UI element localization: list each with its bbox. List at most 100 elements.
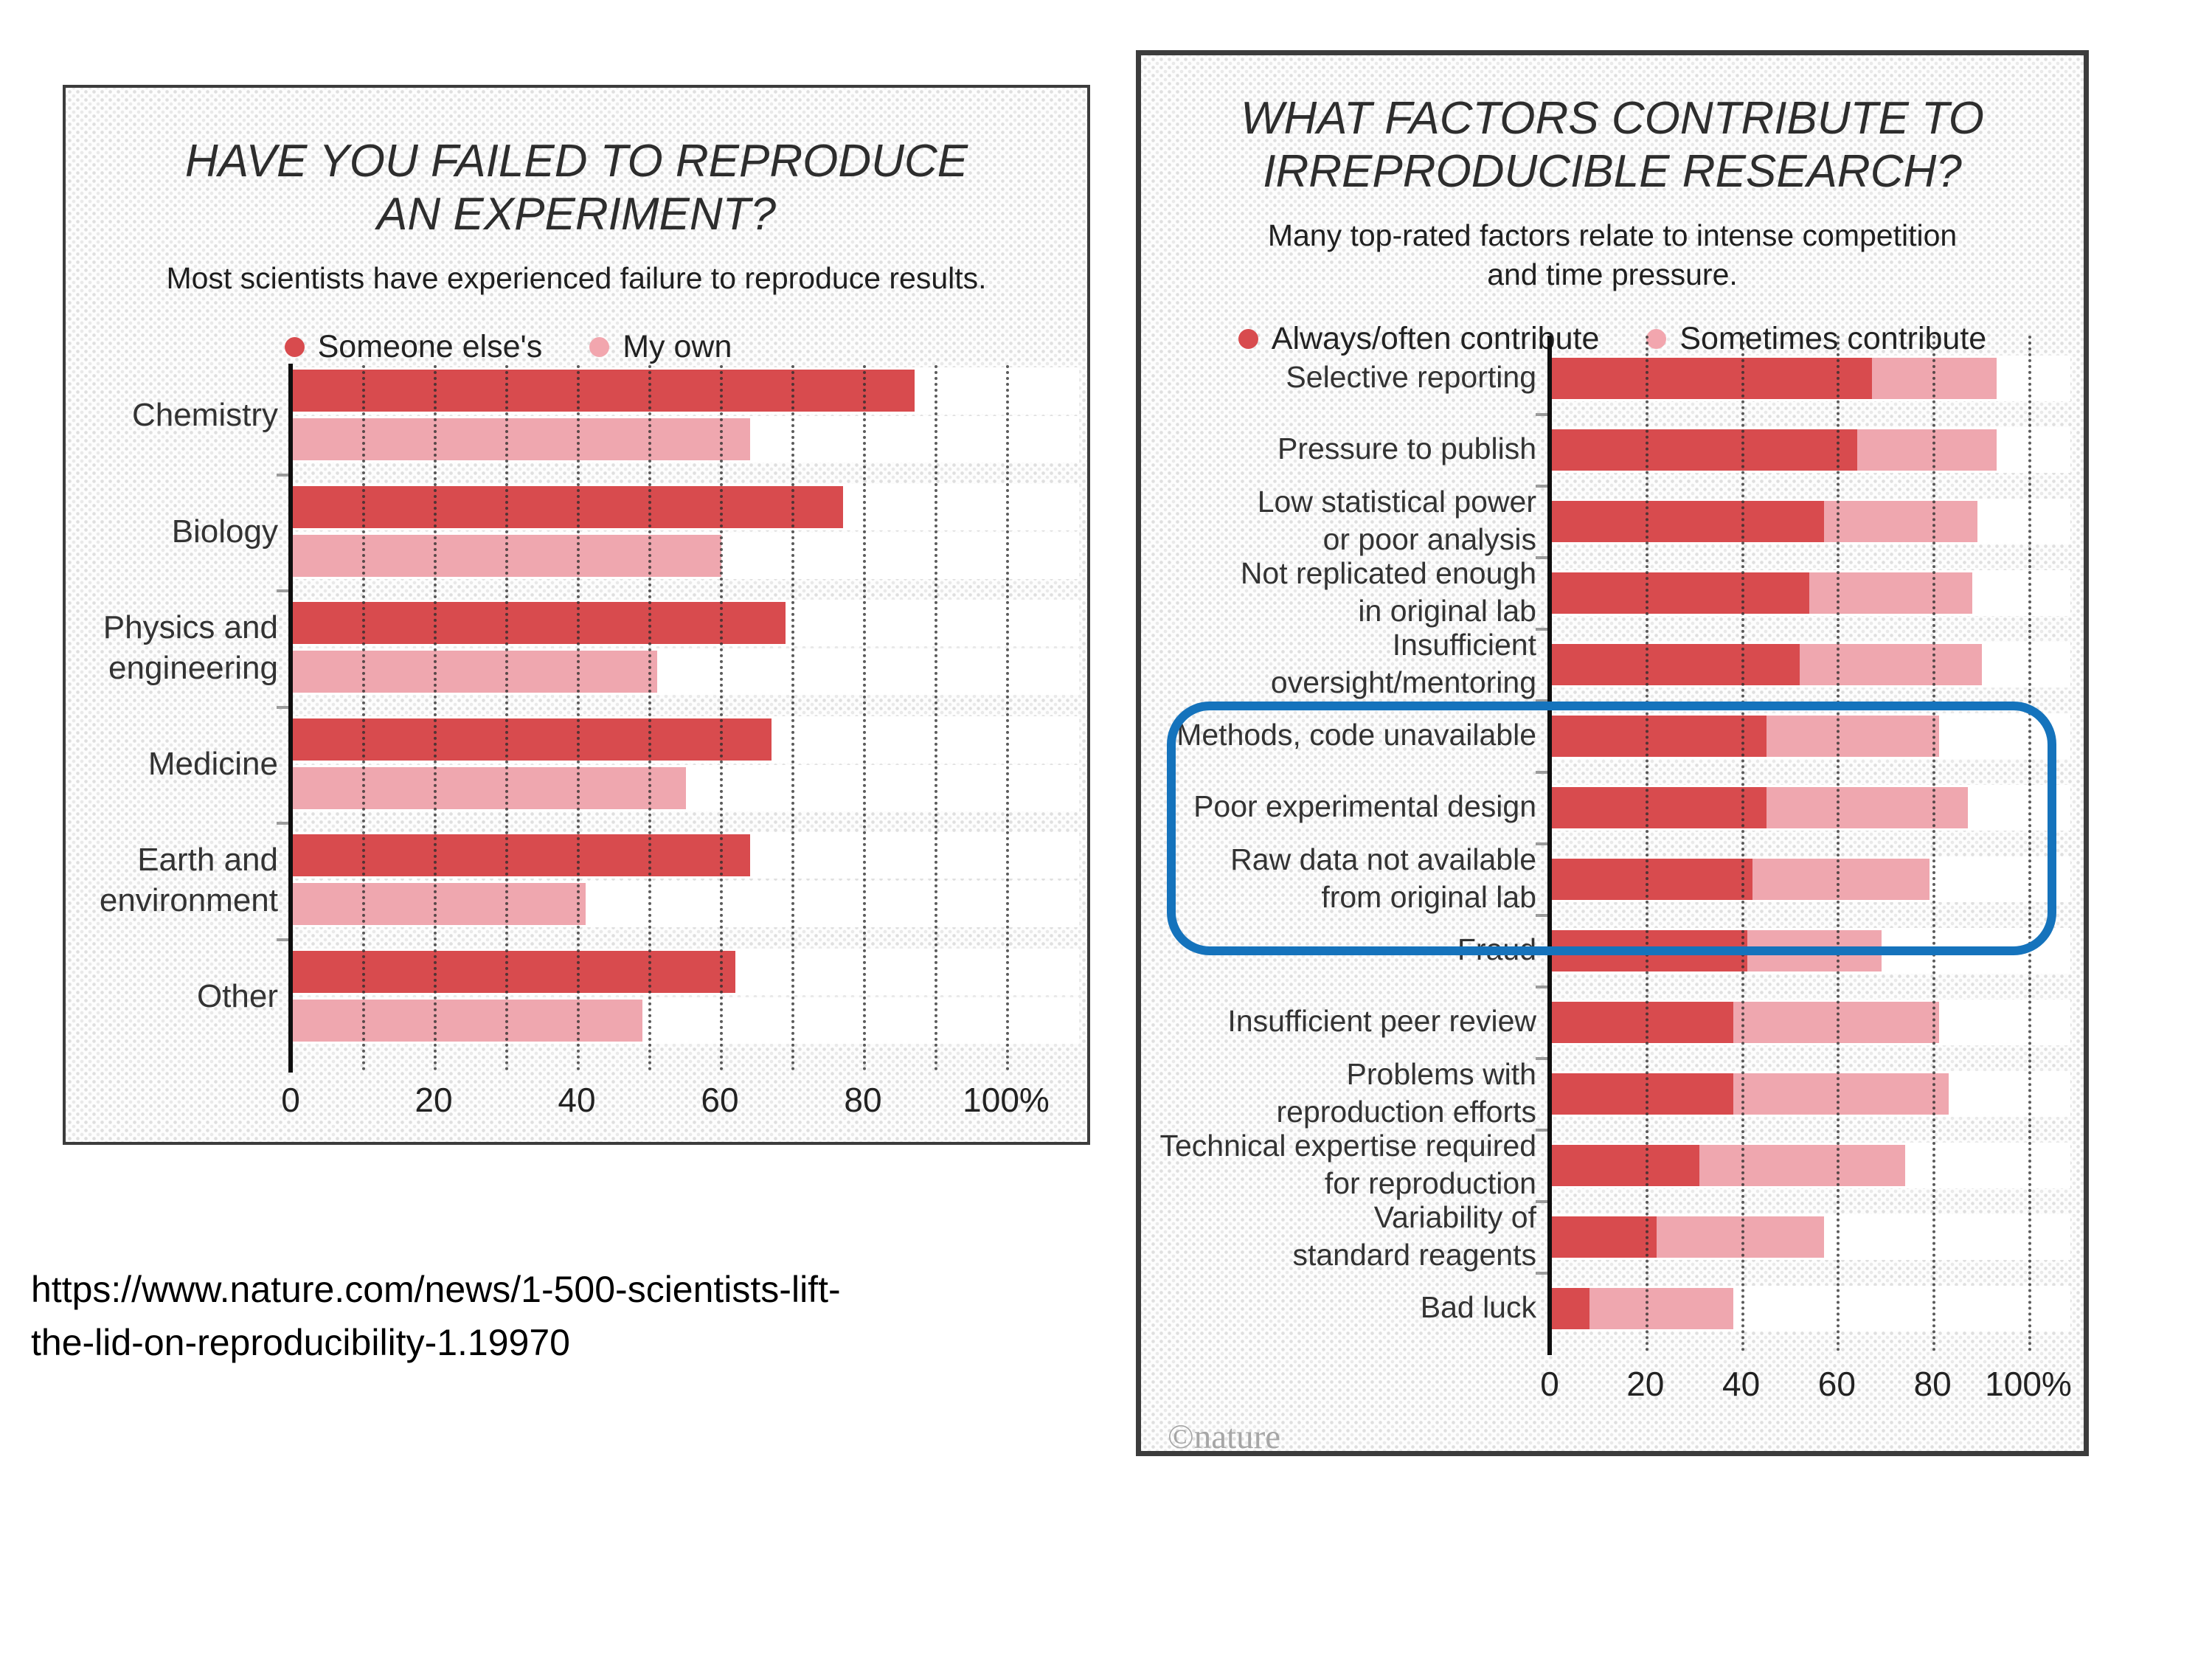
legend-label-my-own: My own [623,329,732,365]
right-chart-title: WHAT FACTORS CONTRIBUTE TO IRREPRODUCIBLE… [1141,92,2084,198]
right-chart-plot-area: Selective reporting Pressure to publish Lo… [1141,336,2084,1464]
gridline [648,365,651,1071]
x-tick-label: 100% [963,1081,1050,1119]
left-title-line1: HAVE YOU FAILED TO REPRODUCE [184,136,968,187]
left-chart-legend: Someone else's My own [66,329,1087,365]
axis-tick [1536,1272,1550,1275]
bar-my-own [292,883,586,925]
bar-always-often [1551,1216,1657,1258]
legend-label-always-often: Always/often contribute [1271,321,1600,357]
bar-sometimes [1767,787,1968,828]
source-url-line2: the-lid-on-reproducibility-1.19970 [31,1322,570,1363]
bar-always-often [1551,644,1800,685]
gridline [863,365,866,1071]
someone-elses-legend-dot-icon [284,337,305,358]
my-own-legend-dot-icon [589,337,610,358]
axis-tick [1536,628,1550,631]
axis-tick [1536,842,1550,845]
axis-tick [1536,1057,1550,1060]
gridline [1645,336,1648,1352]
sometimes-legend-dot-icon [1646,329,1667,350]
left-chart-subtitle: Most scientists have experienced failure… [66,259,1087,298]
x-tick-label: 20 [415,1081,453,1119]
category-label: Physics and engineering [103,609,278,686]
bar-my-own [292,999,643,1042]
bar-sometimes [1656,1216,1824,1258]
bar-sometimes [1767,716,1939,757]
right-chart-subtitle: Many top-rated factors relate to intense… [1141,216,2084,295]
category-label: Other [196,977,278,1014]
bar-always-often [1551,1002,1733,1043]
x-tick-label: 20 [1626,1365,1665,1403]
axis-tick [1536,556,1550,559]
right-title-line1: WHAT FACTORS CONTRIBUTE TO [1240,93,1985,144]
irreproducible-factors-chart-panel: WHAT FACTORS CONTRIBUTE TO IRREPRODUCIBLE… [1136,50,2089,1456]
bar-my-own [292,651,657,693]
bar-sometimes [1823,501,1977,542]
bar-always-often [1551,429,1858,471]
axis-tick [277,938,291,941]
category-label: Raw data not available from original lab [1230,842,1536,914]
gridline [1741,336,1744,1352]
bar-sometimes [1800,644,1983,685]
axis-tick [277,705,291,709]
x-tick-label: 100% [1985,1365,2072,1403]
axis-tick [1536,1129,1550,1132]
axis-tick [1536,771,1550,774]
category-label: Problems with reproduction efforts [1276,1057,1536,1129]
gridline [434,365,437,1071]
bar-someone-elses [292,718,772,761]
bar-sometimes [1699,1145,1906,1186]
bar-always-often [1551,1073,1733,1115]
bar-sometimes [1809,572,1973,614]
gridline [1837,336,1840,1352]
bar-sometimes [1733,1073,1949,1115]
x-tick-label: 60 [701,1081,739,1119]
right-subtitle-line1: Many top-rated factors relate to intense… [1267,218,1958,252]
bar-sometimes [1752,859,1930,900]
axis-tick [277,822,291,825]
y-axis-line [1547,336,1552,1355]
gridline [577,365,580,1071]
x-tick-label: 80 [844,1081,882,1119]
y-axis-line [288,364,293,1073]
x-tick-label: 80 [1913,1365,1952,1403]
left-chart-plot-area: Chemistry Biology Physics and engineering M… [66,364,1087,1144]
category-label: Poor experimental design [1193,789,1536,824]
bar-always-often [1551,1288,1589,1329]
x-tick-label: 60 [1817,1365,1856,1403]
axis-tick [1536,986,1550,988]
axis-tick [1536,485,1550,488]
category-label: Bad luck [1420,1290,1536,1325]
left-subtitle-line1: Most scientists have experienced failure… [166,260,987,295]
failed-to-reproduce-chart-panel: HAVE YOU FAILED TO REPRODUCE AN EXPERIMEN… [63,85,1090,1145]
category-label: Insufficient peer review [1227,1004,1536,1039]
category-label: Chemistry [131,397,278,433]
bar-always-often [1551,572,1810,614]
bar-sometimes [1589,1288,1733,1329]
bar-always-often [1551,930,1748,971]
bar-someone-elses [292,602,786,644]
bar-always-often [1551,859,1752,900]
bar-someone-elses [292,834,750,876]
category-label: Pressure to publish [1277,432,1536,466]
axis-tick [277,473,291,477]
gridline [791,365,794,1071]
bar-someone-elses [292,370,915,412]
bar-always-often [1551,716,1767,757]
right-subtitle-line2: and time pressure. [1487,257,1738,292]
bar-someone-elses [292,485,843,528]
x-tick-label: 0 [1540,1365,1559,1403]
gridline [720,365,723,1071]
legend-item-someone-elses: Someone else's [284,329,543,365]
category-label: Not replicated enough in original lab [1240,556,1536,628]
legend-label-someone-elses: Someone else's [317,329,543,365]
bar-sometimes [1733,1002,1939,1043]
bar-always-often [1551,787,1767,828]
axis-tick [1536,914,1550,917]
gridline [2028,336,2031,1352]
gridline [1932,336,1936,1352]
category-label: Technical expertise required for reprodu… [1159,1129,1537,1200]
axis-tick [1536,413,1550,416]
